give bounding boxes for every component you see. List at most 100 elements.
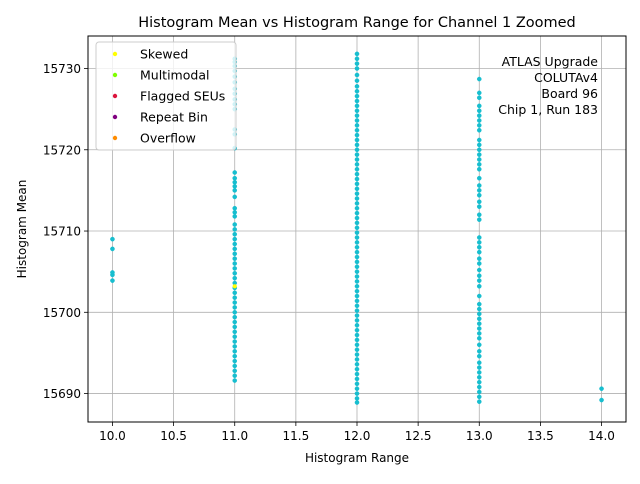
data-point <box>354 72 360 78</box>
data-point <box>476 316 482 322</box>
data-point <box>476 95 482 101</box>
data-point <box>476 278 482 283</box>
y-tick-label: 15690 <box>43 387 81 401</box>
data-point <box>110 278 115 283</box>
x-tick-label: 10.0 <box>99 429 126 443</box>
data-point <box>476 217 482 222</box>
data-point <box>476 326 482 331</box>
y-tick: 15710 <box>43 225 88 239</box>
data-point <box>354 98 360 104</box>
data-point <box>476 199 482 205</box>
data-point <box>232 241 238 247</box>
data-point <box>232 368 238 374</box>
x-tick: 12.0 <box>344 422 371 443</box>
data-point <box>354 249 360 255</box>
data-point <box>476 192 482 198</box>
data-point <box>354 51 360 57</box>
data-point <box>354 123 360 128</box>
legend-item: Flagged SEUs <box>112 89 225 104</box>
data-point <box>110 272 115 278</box>
data-point <box>476 399 482 404</box>
data-point <box>354 283 360 289</box>
x-tick: 13.5 <box>527 422 554 443</box>
data-point <box>110 236 115 242</box>
y-axis-ticks: 15690 15700 15710 15720 15730 <box>43 62 88 401</box>
data-point <box>476 353 482 359</box>
data-point <box>476 244 482 250</box>
data-point <box>354 298 360 304</box>
data-point <box>354 396 360 401</box>
data-point <box>476 204 482 209</box>
data-point <box>476 188 482 193</box>
legend-label: Multimodal <box>140 68 209 83</box>
data-point <box>354 162 360 167</box>
data-point <box>354 118 360 123</box>
data-point <box>232 324 238 330</box>
legend-marker <box>112 114 118 120</box>
data-point <box>354 322 360 328</box>
x-tick-label: 13.5 <box>527 429 554 443</box>
data-point <box>232 236 238 242</box>
annotation-line-2: COLUTAv4 <box>534 70 598 85</box>
data-point <box>476 283 482 289</box>
data-point <box>232 256 238 261</box>
data-point <box>354 332 360 338</box>
data-point <box>354 279 360 284</box>
data-point <box>476 113 482 118</box>
x-tick: 10.5 <box>160 422 187 443</box>
x-tick: 11.0 <box>221 422 248 443</box>
y-axis-label: Histogram Mean <box>15 180 29 279</box>
y-tick-label: 15730 <box>43 62 81 76</box>
data-point <box>354 84 360 89</box>
data-point <box>476 389 482 395</box>
data-point <box>476 293 482 299</box>
data-point <box>232 349 238 354</box>
legend-item: Overflow <box>112 131 196 146</box>
data-point <box>232 309 238 315</box>
data-point <box>354 56 360 62</box>
data-point <box>476 321 482 326</box>
data-point <box>354 303 360 309</box>
data-point <box>476 311 482 317</box>
legend-marker <box>112 93 118 99</box>
data-point <box>476 360 482 365</box>
x-tick-label: 12.0 <box>344 429 371 443</box>
data-point <box>354 313 360 318</box>
data-point <box>476 335 482 341</box>
data-point <box>232 170 238 175</box>
data-point <box>232 246 238 252</box>
data-point <box>354 201 360 206</box>
data-point <box>476 349 482 354</box>
data-point <box>476 240 482 245</box>
data-point <box>232 251 238 257</box>
legend-item: Repeat Bin <box>112 110 208 125</box>
data-point <box>232 329 238 335</box>
data-point <box>599 386 604 391</box>
legend-box <box>95 41 237 151</box>
legend-marker <box>112 135 118 141</box>
data-point <box>476 166 482 172</box>
data-point <box>476 118 482 123</box>
plot-frame <box>87 35 627 423</box>
y-tick: 15690 <box>43 387 88 401</box>
data-point <box>354 391 360 396</box>
data-point <box>354 400 360 405</box>
data-point <box>232 261 238 266</box>
data-point <box>354 244 360 250</box>
chart-title: Histogram Mean vs Histogram Range for Ch… <box>138 15 576 31</box>
data-point <box>354 210 360 216</box>
data-point <box>354 61 360 66</box>
x-axis-label: Histogram Range <box>305 451 409 465</box>
data-point <box>354 386 360 391</box>
data-point <box>232 363 238 369</box>
data-point <box>232 222 238 227</box>
x-tick: 11.5 <box>283 422 309 443</box>
data-point <box>476 365 482 370</box>
data-point <box>354 381 360 387</box>
data-point <box>476 108 482 114</box>
data-point <box>476 137 482 143</box>
x-tick: 10.0 <box>99 422 126 443</box>
data-point <box>476 331 482 336</box>
data-point <box>354 186 360 192</box>
